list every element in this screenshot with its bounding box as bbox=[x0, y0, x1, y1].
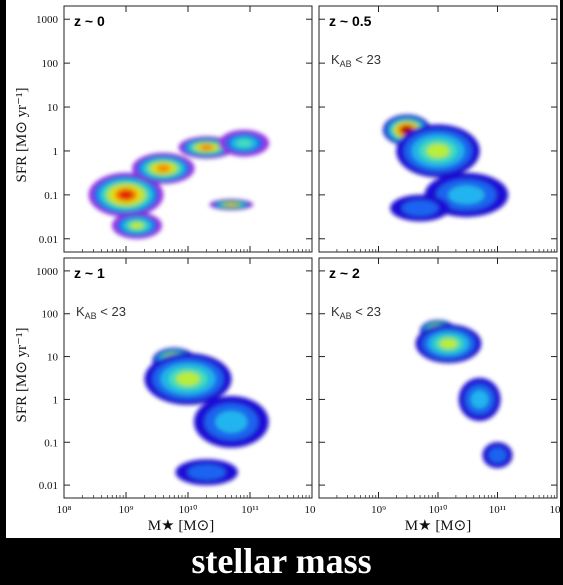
y-tick-label: 1000 bbox=[36, 14, 59, 26]
density-map bbox=[88, 129, 270, 240]
density-level bbox=[488, 446, 507, 464]
density-level bbox=[438, 337, 459, 350]
y-tick-label: 1000 bbox=[36, 266, 59, 278]
x-tick-label: 10 bbox=[550, 504, 561, 516]
x-tick-label: 10¹¹ bbox=[489, 504, 507, 516]
panel-redshift-label: z ~ 0.5 bbox=[329, 13, 372, 29]
x-tick-label: 10¹⁰ bbox=[429, 504, 448, 516]
panel-selection-label: KAB < 23 bbox=[331, 52, 381, 69]
density-level bbox=[225, 203, 237, 207]
y-tick-label: 10 bbox=[47, 352, 59, 364]
y-tick-label: 1 bbox=[53, 394, 59, 406]
figure: z ~ 0 1000 100 10 1 0.1 0.01 z ~ 0.5 KAB < 23 z ~… bbox=[6, 0, 560, 538]
density-level bbox=[235, 138, 253, 149]
x-tick-label: 10 bbox=[305, 504, 317, 516]
density-map bbox=[415, 319, 513, 469]
density-level bbox=[200, 144, 213, 151]
density-map bbox=[382, 114, 509, 222]
figure-caption: stellar mass bbox=[191, 541, 372, 581]
x-axis-title-right: M★ [M⊙] bbox=[405, 518, 471, 534]
panel-4: z ~ 2 KAB < 23 10⁹ 10¹⁰ 10¹¹ 10 bbox=[318, 257, 561, 516]
y-tick-label: 10 bbox=[47, 102, 59, 114]
y-tick-label: 100 bbox=[42, 309, 59, 321]
y-tick-label: 0.1 bbox=[44, 437, 58, 449]
y-tick-label: 0.1 bbox=[44, 190, 58, 202]
panel-frame bbox=[318, 257, 558, 499]
density-level bbox=[214, 410, 249, 434]
x-tick-label: 10⁹ bbox=[119, 504, 134, 516]
x-axis-title-left: M★ [M⊙] bbox=[148, 518, 214, 534]
y-tick-label: 1 bbox=[53, 146, 59, 158]
density-level bbox=[187, 463, 227, 481]
y-axis-title-bottom: SFR [M⊙ yr⁻¹] bbox=[14, 328, 30, 423]
density-level bbox=[402, 127, 412, 133]
panel-2: z ~ 0.5 KAB < 23 bbox=[318, 5, 558, 253]
panel-1: z ~ 0 1000 100 10 1 0.1 0.01 bbox=[36, 5, 313, 253]
y-tick-label: 0.01 bbox=[39, 480, 58, 492]
x-tick-label: 10¹¹ bbox=[241, 504, 259, 516]
density-level bbox=[447, 184, 486, 205]
density-level bbox=[425, 143, 451, 159]
density-map bbox=[144, 347, 269, 486]
density-level bbox=[118, 190, 134, 200]
x-tick-label: 10⁸ bbox=[57, 504, 72, 516]
panel-3: z ~ 1 KAB < 23 1000 100 10 1 0.1 0.01 10⁸ 10⁹ 10¹⁰… bbox=[36, 257, 317, 516]
panel-selection-label: KAB < 23 bbox=[76, 304, 126, 321]
density-level bbox=[401, 199, 439, 217]
density-level bbox=[156, 164, 171, 172]
y-axis-title-top: SFR [M⊙ yr⁻¹] bbox=[14, 88, 30, 183]
density-level bbox=[129, 221, 145, 230]
x-tick-label: 10⁹ bbox=[371, 504, 386, 516]
x-tick-label: 10¹⁰ bbox=[179, 504, 198, 516]
y-tick-label: 0.01 bbox=[39, 234, 58, 246]
panel-frame bbox=[63, 5, 313, 253]
density-level bbox=[470, 389, 490, 410]
panel-selection-label: KAB < 23 bbox=[331, 304, 381, 321]
panel-redshift-label: z ~ 2 bbox=[329, 265, 360, 281]
panel-redshift-label: z ~ 0 bbox=[74, 13, 105, 29]
y-tick-label: 100 bbox=[42, 58, 59, 70]
density-level bbox=[175, 371, 201, 387]
panel-redshift-label: z ~ 1 bbox=[74, 265, 105, 281]
